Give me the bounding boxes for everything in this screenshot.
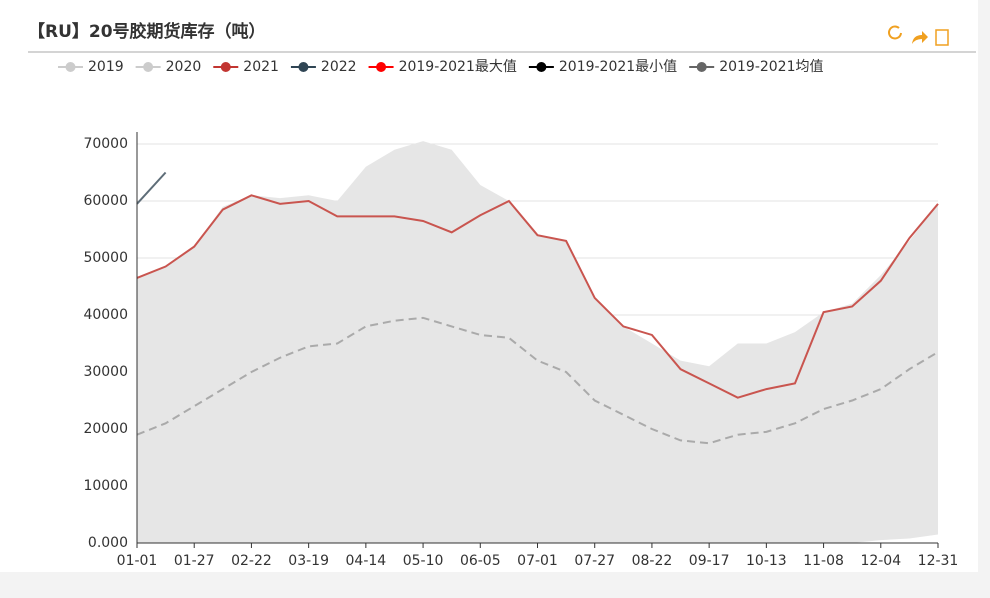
x-tick-label: 03-19 [288,553,329,569]
legend-label[interactable]: 2019-2021最小值 [559,59,677,75]
y-tick-label: 50000 [83,250,128,266]
x-tick-label: 09-17 [689,553,730,569]
legend-marker [65,62,76,72]
legend-label[interactable]: 2021 [243,59,279,75]
x-tick-label: 12-04 [860,553,901,569]
y-tick-label: 70000 [83,136,128,152]
legend-label[interactable]: 2019 [88,59,124,75]
legend-marker [298,62,309,72]
legend-marker [220,62,231,72]
legend-label[interactable]: 2022 [321,59,357,75]
x-tick-label: 12-31 [918,553,959,569]
x-tick-label: 11-08 [803,553,844,569]
area [137,141,938,543]
y-tick-label: 30000 [83,364,128,380]
line [136,171,167,205]
x-tick-label: 08-22 [632,553,673,569]
refresh-icon[interactable] [888,25,902,40]
y-tick-label: 40000 [83,307,128,323]
x-tick-label: 01-27 [174,553,215,569]
y-tick-label: 10000 [83,478,128,494]
legend-marker [376,62,387,72]
legend-marker [143,62,154,72]
plot: 0.000 10000 20000 30000 40000 50000 60000 70000… [83,132,958,569]
legend-label[interactable]: 2019-2021最大值 [399,59,517,75]
y-tick-label: 0.000 [88,535,128,551]
chart-title: 【RU】20号胶期货库存（吨） [28,21,266,42]
line [136,316,939,445]
toolbox[interactable] [888,25,949,46]
y-tick-label: 60000 [83,193,128,209]
share-icon[interactable] [912,31,928,44]
legend: 2019 2020 2021 2022 2019-2021最大值 2019-2021最小值… [58,59,824,75]
legend-label[interactable]: 2020 [166,59,202,75]
legend-marker [536,62,547,72]
x-tick-label: 04-14 [346,553,387,569]
x-tick-label: 06-05 [460,553,501,569]
legend-label[interactable]: 2019-2021均值 [719,59,823,75]
line [136,194,939,399]
x-tick-label: 10-13 [746,553,787,569]
image-icon[interactable] [935,29,949,46]
y-tick-label: 20000 [83,421,128,437]
x-tick-label: 07-27 [574,553,615,569]
x-tick-label: 02-22 [231,553,272,569]
x-tick-label: 05-10 [403,553,444,569]
legend-marker [696,62,707,72]
x-tick-label: 01-01 [117,553,158,569]
x-tick-label: 07-01 [517,553,558,569]
